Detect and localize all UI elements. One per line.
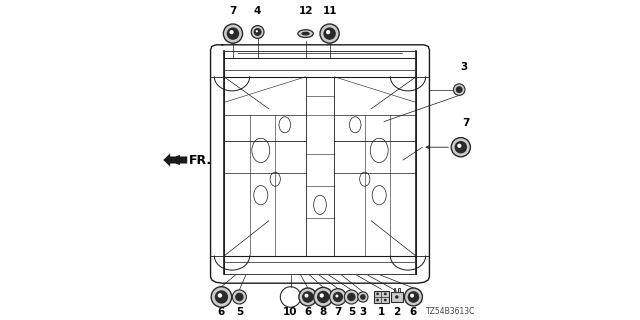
- Text: TZ54B3613C: TZ54B3613C: [426, 308, 475, 316]
- Circle shape: [376, 292, 379, 295]
- Circle shape: [408, 291, 419, 303]
- Circle shape: [317, 291, 330, 303]
- Circle shape: [223, 24, 243, 43]
- Circle shape: [319, 293, 324, 298]
- Text: 1: 1: [378, 307, 385, 317]
- Bar: [398, 288, 400, 292]
- Text: 7: 7: [229, 6, 237, 16]
- Circle shape: [302, 291, 314, 303]
- Text: 7: 7: [334, 307, 342, 317]
- Circle shape: [454, 84, 465, 95]
- Text: 3: 3: [460, 62, 468, 72]
- Circle shape: [330, 289, 346, 305]
- Circle shape: [326, 30, 330, 34]
- Circle shape: [253, 28, 262, 36]
- Circle shape: [456, 86, 463, 93]
- Circle shape: [211, 287, 232, 307]
- Text: 2: 2: [393, 307, 401, 317]
- Text: 12: 12: [298, 6, 313, 16]
- Circle shape: [256, 30, 258, 32]
- Text: 4: 4: [254, 6, 261, 16]
- Bar: [394, 288, 396, 292]
- Circle shape: [344, 290, 358, 304]
- Text: 6: 6: [304, 307, 312, 317]
- Circle shape: [451, 138, 470, 157]
- Text: 5: 5: [236, 307, 243, 317]
- Circle shape: [358, 292, 368, 302]
- Circle shape: [360, 294, 365, 300]
- Circle shape: [376, 299, 379, 301]
- Circle shape: [215, 290, 228, 304]
- Circle shape: [320, 24, 339, 43]
- Circle shape: [218, 293, 222, 298]
- Text: 3: 3: [359, 307, 367, 317]
- Ellipse shape: [298, 30, 314, 37]
- Circle shape: [229, 30, 234, 34]
- Text: 6: 6: [410, 307, 417, 317]
- Circle shape: [252, 26, 264, 38]
- Circle shape: [457, 144, 461, 148]
- Text: 10: 10: [284, 307, 298, 317]
- Text: 6: 6: [218, 307, 225, 317]
- Circle shape: [384, 292, 387, 295]
- Circle shape: [335, 294, 339, 298]
- Circle shape: [404, 288, 422, 306]
- Bar: [391, 292, 403, 301]
- Ellipse shape: [301, 32, 310, 36]
- Circle shape: [314, 287, 333, 307]
- Circle shape: [347, 293, 356, 301]
- Text: 7: 7: [462, 118, 469, 128]
- Bar: [374, 291, 389, 303]
- Circle shape: [235, 293, 244, 301]
- Circle shape: [227, 28, 239, 40]
- Circle shape: [333, 292, 343, 302]
- Text: 5: 5: [348, 307, 355, 317]
- FancyArrow shape: [163, 153, 188, 167]
- Text: FR.: FR.: [189, 154, 212, 166]
- Circle shape: [410, 294, 414, 298]
- Circle shape: [305, 294, 308, 298]
- Circle shape: [299, 288, 317, 306]
- Circle shape: [323, 28, 336, 40]
- Circle shape: [454, 141, 467, 153]
- Text: 8: 8: [319, 307, 327, 317]
- Text: 11: 11: [323, 6, 337, 16]
- Circle shape: [232, 290, 246, 304]
- Circle shape: [395, 295, 399, 299]
- Circle shape: [384, 299, 387, 301]
